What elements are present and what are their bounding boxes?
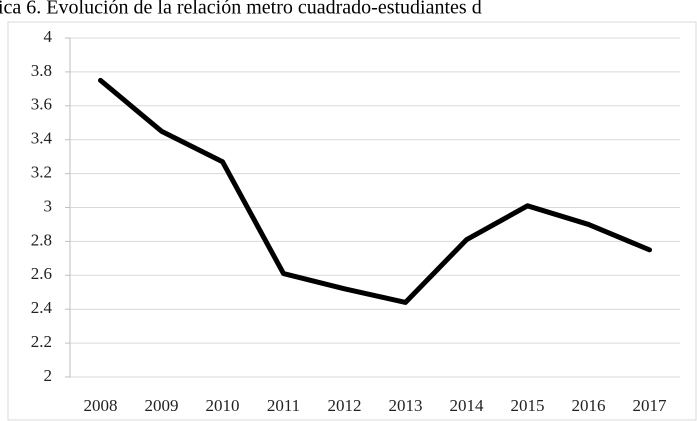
x-tick-label: 2008 [84, 396, 118, 415]
x-tick-label: 2010 [206, 396, 240, 415]
chart-frame [7, 21, 697, 421]
x-tick-label: 2015 [511, 396, 545, 415]
x-tick-label: 2011 [267, 396, 300, 415]
y-tick-label: 2.8 [31, 230, 52, 249]
y-tick-label: 3.8 [31, 61, 52, 80]
line-series [98, 77, 652, 305]
x-tick-label: 2016 [572, 396, 606, 415]
x-tick-label: 2014 [450, 396, 485, 415]
x-tick-label: 2017 [633, 396, 668, 415]
y-tick-label: 2.6 [31, 264, 52, 283]
y-tick-label: 2.4 [31, 298, 53, 317]
x-tick-label: 2013 [389, 396, 423, 415]
x-tick-label: 2012 [328, 396, 362, 415]
x-tick-label: 2009 [145, 396, 179, 415]
y-tick-label: 3.2 [31, 163, 52, 182]
y-tick-label: 3.4 [31, 129, 53, 148]
y-tick-label: 3 [44, 196, 53, 215]
y-tick-label: 2.2 [31, 332, 52, 351]
chart-title: ica 6. Evolución de la relación metro cu… [0, 0, 482, 19]
y-tick-label: 3.6 [31, 95, 52, 114]
y-tick-label: 2 [44, 366, 53, 385]
y-tick-label: 4 [44, 27, 53, 46]
